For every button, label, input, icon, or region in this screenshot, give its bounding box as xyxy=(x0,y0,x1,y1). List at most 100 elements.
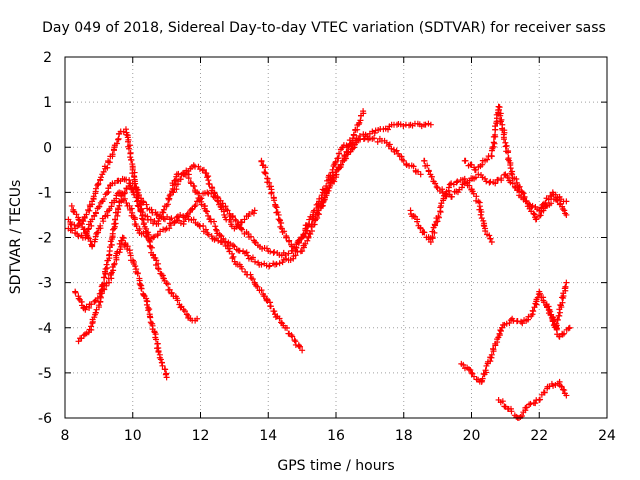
data-point xyxy=(194,315,201,322)
data-point xyxy=(258,287,265,294)
data-point xyxy=(200,166,207,173)
data-point xyxy=(415,168,422,175)
data-point xyxy=(435,213,442,220)
data-point xyxy=(155,218,162,225)
data-point xyxy=(374,138,381,145)
series-track-6 xyxy=(170,162,258,232)
data-point xyxy=(272,202,279,209)
data-point xyxy=(97,174,104,181)
data-point xyxy=(504,149,511,156)
data-point xyxy=(484,156,491,163)
data-point xyxy=(500,136,507,143)
data-point xyxy=(563,198,570,205)
data-point xyxy=(262,170,269,177)
data-point xyxy=(565,325,572,332)
data-point xyxy=(69,227,76,234)
data-point xyxy=(273,204,280,211)
data-point xyxy=(236,247,243,254)
data-point xyxy=(123,199,130,206)
data-point xyxy=(427,121,434,128)
data-point xyxy=(561,387,568,394)
data-point xyxy=(285,238,292,245)
data-point xyxy=(175,170,182,177)
data-point xyxy=(174,297,181,304)
data-point xyxy=(170,189,177,196)
data-point xyxy=(183,212,190,219)
data-point xyxy=(160,209,167,216)
data-point xyxy=(192,202,199,209)
data-point xyxy=(417,171,424,178)
data-point xyxy=(167,222,174,229)
data-point xyxy=(155,265,162,272)
data-point xyxy=(532,400,539,407)
data-point xyxy=(503,142,510,149)
data-point xyxy=(254,283,261,290)
data-point xyxy=(163,374,170,381)
data-point xyxy=(147,216,154,223)
data-point xyxy=(134,202,141,209)
data-point xyxy=(520,190,527,197)
data-point xyxy=(563,279,570,286)
data-point xyxy=(67,220,74,227)
data-point xyxy=(424,162,431,169)
data-point xyxy=(431,229,438,236)
data-point xyxy=(281,228,288,235)
data-point xyxy=(210,218,217,225)
data-point xyxy=(393,147,400,154)
data-point xyxy=(458,184,465,191)
data-point xyxy=(92,185,99,192)
data-point xyxy=(116,240,123,247)
data-point xyxy=(434,184,441,191)
data-point xyxy=(153,336,160,343)
data-point xyxy=(514,318,521,325)
data-point xyxy=(214,197,221,204)
data-point xyxy=(349,135,356,142)
data-point xyxy=(108,270,115,277)
data-point xyxy=(360,108,367,115)
data-point xyxy=(318,201,325,208)
data-point xyxy=(332,158,339,165)
data-point xyxy=(258,261,265,268)
data-point xyxy=(178,303,185,310)
data-point xyxy=(114,212,121,219)
data-point xyxy=(157,356,164,363)
data-point xyxy=(263,297,270,304)
data-point xyxy=(335,155,342,162)
data-point xyxy=(448,180,455,187)
data-point xyxy=(558,383,565,390)
data-point xyxy=(205,231,212,238)
data-point xyxy=(429,234,436,241)
data-point xyxy=(177,304,184,311)
data-point xyxy=(445,184,452,191)
data-point xyxy=(177,211,184,218)
data-point xyxy=(243,249,250,256)
data-point xyxy=(97,222,104,229)
data-point xyxy=(181,308,188,315)
series-track-2 xyxy=(65,126,201,324)
data-point xyxy=(460,361,467,368)
data-point xyxy=(508,408,515,415)
data-point xyxy=(233,217,240,224)
x-tick-label: 14 xyxy=(259,428,277,444)
data-point xyxy=(204,189,211,196)
data-point xyxy=(127,154,134,161)
data-point xyxy=(553,320,560,327)
data-point xyxy=(118,237,125,244)
data-point xyxy=(422,121,429,128)
chart-title: Day 049 of 2018, Sidereal Day-to-day VTE… xyxy=(42,20,606,36)
data-point xyxy=(266,262,273,269)
data-point xyxy=(497,327,504,334)
data-point xyxy=(563,211,570,218)
data-point xyxy=(299,248,306,255)
data-point xyxy=(217,232,224,239)
data-point xyxy=(491,131,498,138)
data-point xyxy=(75,233,82,240)
data-point xyxy=(448,193,455,200)
data-point xyxy=(537,396,544,403)
data-point xyxy=(85,206,92,213)
data-point xyxy=(292,252,299,259)
data-point xyxy=(562,283,569,290)
data-point xyxy=(271,197,278,204)
data-point xyxy=(68,202,75,209)
x-tick-label: 16 xyxy=(327,428,345,444)
